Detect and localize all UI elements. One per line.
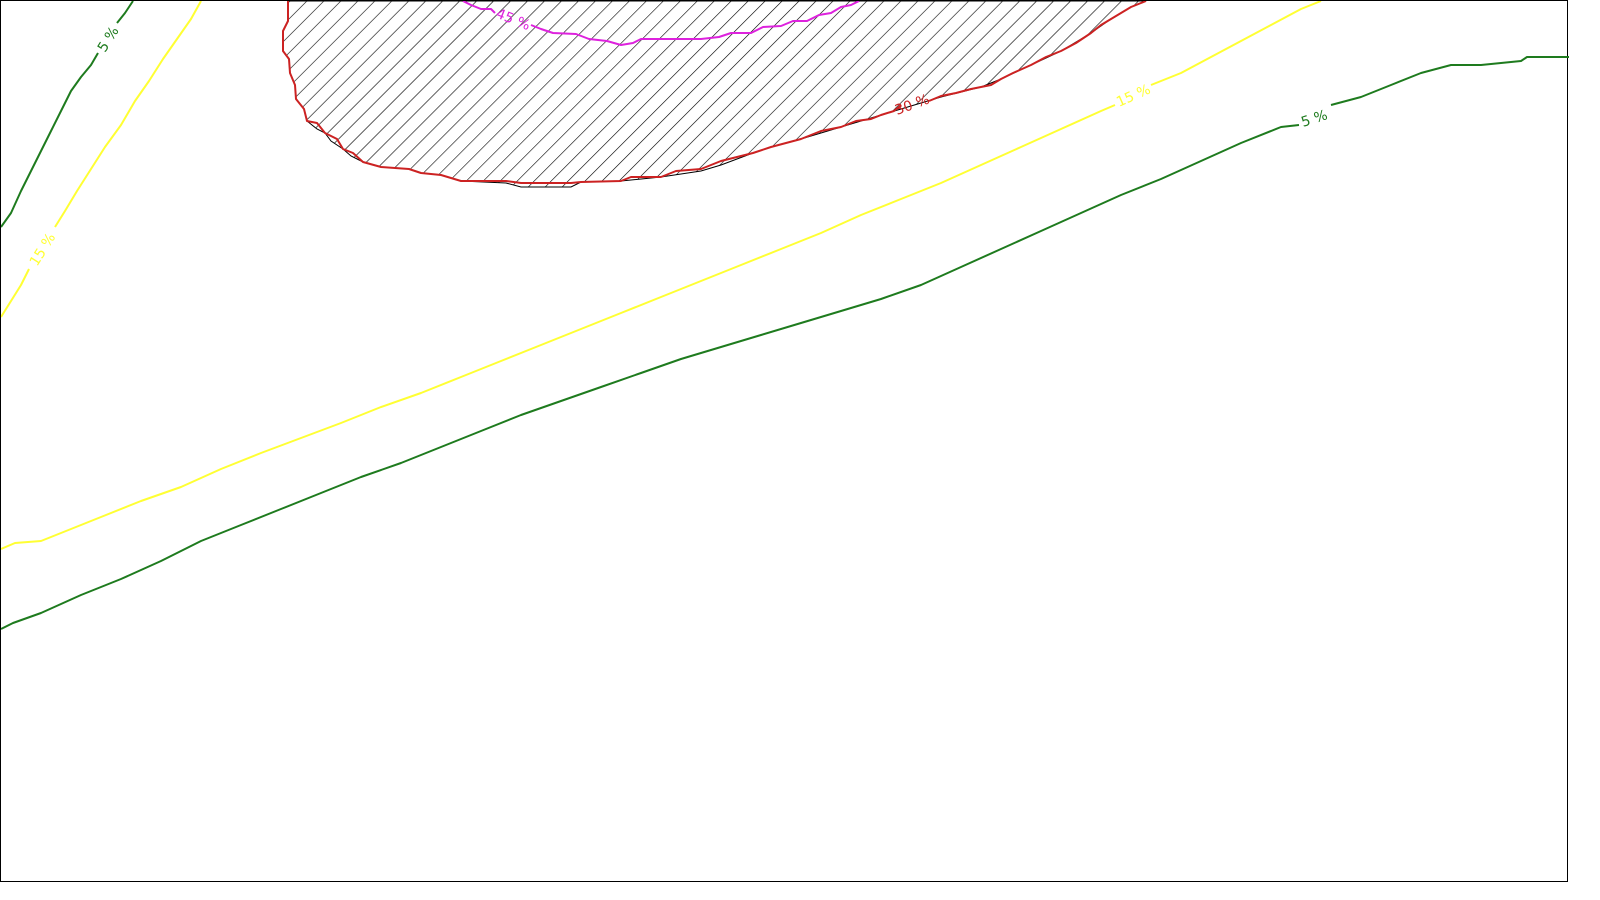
contour-line-yellow-main bbox=[1, 104, 1116, 550]
contour-label-yellow-main: 15 % bbox=[1114, 82, 1153, 111]
contour-line-green-left-north bbox=[116, 1, 134, 24]
contour-line-green-left bbox=[1, 52, 99, 228]
contour-line-yellow-main-east bbox=[1150, 1, 1322, 86]
contour-line-red-east bbox=[928, 1, 1147, 102]
map-canvas: 5 % 15 % 15 % 5 % 30 % 45 % bbox=[0, 0, 1569, 882]
hatched-zone bbox=[282, 1, 1147, 188]
contour-label-green-main: 5 % bbox=[1299, 107, 1329, 130]
contour-line-red bbox=[282, 1, 902, 184]
contour-line-green-main-east bbox=[1330, 56, 1569, 106]
contour-line-green-main bbox=[1, 124, 1300, 630]
contour-line-magenta-east bbox=[530, 1, 860, 46]
contour-line-yellow-left-north bbox=[54, 1, 202, 228]
contour-label-yellow-left: 15 % bbox=[27, 230, 59, 269]
contour-line-magenta bbox=[462, 1, 496, 14]
contour-map: 5 % 15 % 15 % 5 % 30 % 45 % bbox=[1, 1, 1569, 630]
contour-label-green-left: 5 % bbox=[95, 24, 123, 55]
contour-line-yellow-left bbox=[1, 268, 30, 318]
